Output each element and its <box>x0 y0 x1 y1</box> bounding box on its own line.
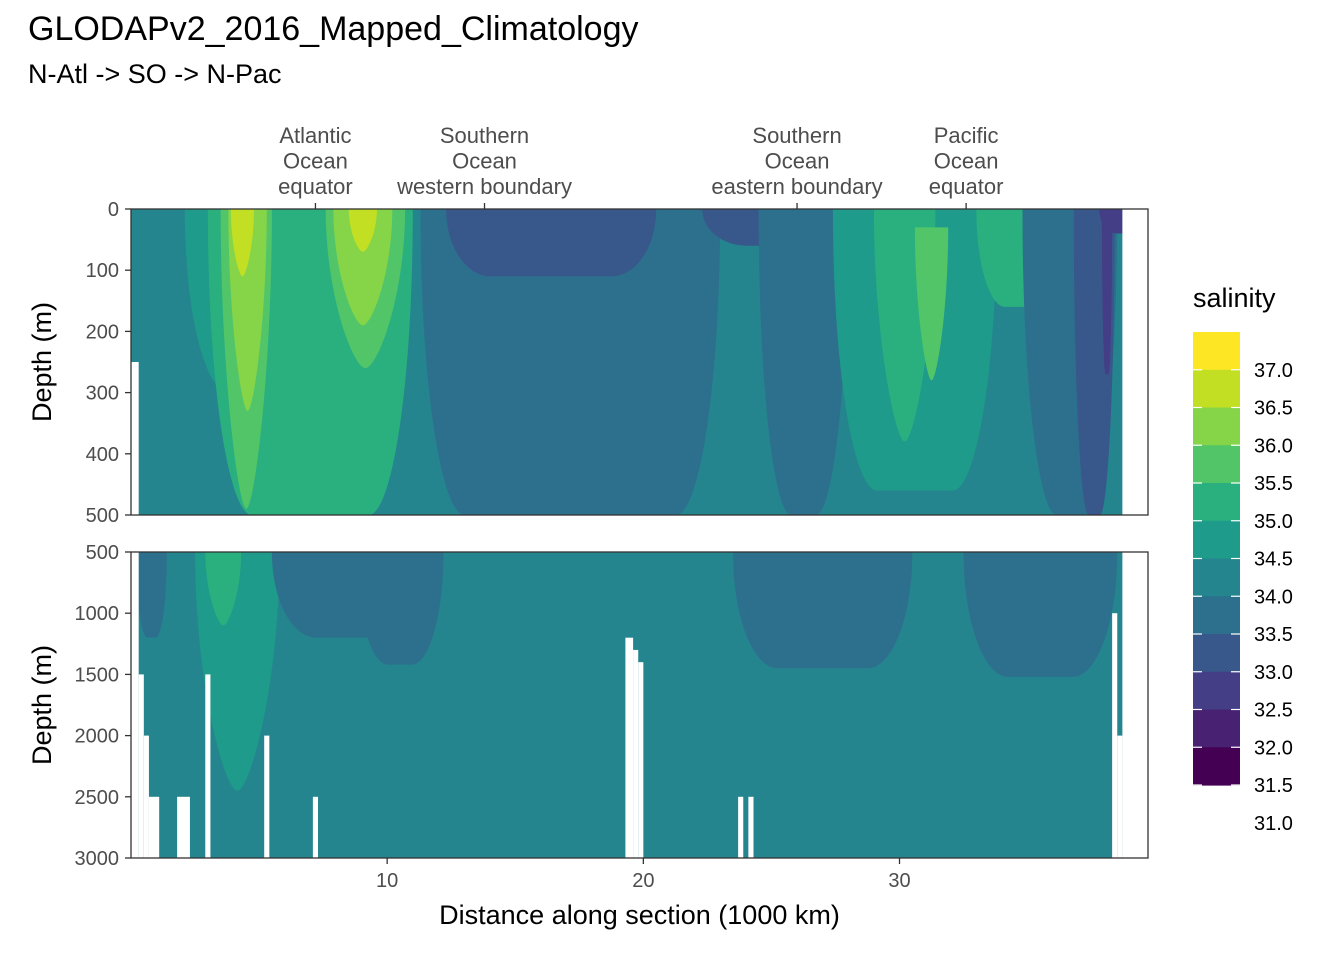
x-tick-label: 20 <box>632 870 654 892</box>
y-tick-label: 3000 <box>75 848 120 870</box>
salinity-contour-region <box>348 209 377 252</box>
page-title: GLODAPv2_2016_Mapped_Climatology <box>28 10 639 48</box>
legend-break-label: 34.0 <box>1254 586 1293 608</box>
no-data-column <box>143 735 149 858</box>
legend-color-swatch <box>1193 634 1240 673</box>
legend-break-label: 35.0 <box>1254 511 1293 533</box>
y-tick-label: 500 <box>86 505 119 527</box>
legend-color-swatch <box>1193 671 1240 711</box>
y-tick-label: 1500 <box>75 664 120 686</box>
x-tick-label: 10 <box>376 870 398 892</box>
y-tick-label: 200 <box>86 321 119 343</box>
legend-color-swatch <box>1193 445 1240 484</box>
salinity-contour-region <box>333 209 393 326</box>
no-data-column <box>131 362 139 515</box>
legend-color-swatch <box>1193 407 1240 446</box>
legend-color-swatch <box>1193 558 1240 597</box>
x-tick-label: 30 <box>888 870 910 892</box>
no-data-column <box>264 735 270 858</box>
y-tick-label: 500 <box>86 542 119 564</box>
no-data-column <box>312 796 319 858</box>
no-data-column <box>138 674 144 858</box>
legend-break-label: 34.5 <box>1254 549 1293 571</box>
top-annotation-label: western boundary <box>396 174 572 199</box>
page-subtitle: N-Atl -> SO -> N-Pac <box>28 59 282 89</box>
legend-break-label: 32.0 <box>1254 737 1293 759</box>
x-axis-title: Distance along section (1000 km) <box>439 900 840 930</box>
salinity-contour-region <box>733 552 913 669</box>
y-tick-label: 1000 <box>75 603 120 625</box>
salinity-contour-region <box>420 209 721 515</box>
legend-break-label: 32.5 <box>1254 700 1293 722</box>
salinity-contour-region <box>1101 209 1113 375</box>
legend-break-label: 35.5 <box>1254 473 1293 495</box>
legend-color-swatch <box>1193 483 1240 522</box>
salinity-contour-region <box>758 209 849 515</box>
panel-upper-plot <box>131 209 1148 515</box>
y-tick-label: 2500 <box>75 787 120 809</box>
panel-border <box>130 208 1149 516</box>
no-data-column <box>1127 552 1148 858</box>
salinity-contour-region <box>356 552 444 665</box>
no-data-column <box>738 796 744 858</box>
no-data-column <box>205 674 211 858</box>
y-tick-label: 0 <box>108 199 119 221</box>
salinity-contour-region <box>136 552 167 638</box>
salinity-contour-region <box>914 227 949 381</box>
no-data-column <box>1117 735 1123 858</box>
salinity-contour-region <box>230 209 254 277</box>
legend-break-label: 37.0 <box>1254 360 1293 382</box>
top-annotation-label: Atlantic <box>279 123 351 148</box>
panel-lower-plot <box>131 552 1148 858</box>
legend-title: salinity <box>1193 283 1276 313</box>
legend-color-swatch <box>1193 596 1240 635</box>
salinity-contour-region <box>963 552 1118 677</box>
no-data-column <box>131 552 139 858</box>
no-data-column <box>1112 613 1118 858</box>
no-data-column <box>148 796 160 858</box>
salinity-contour-region <box>446 209 657 277</box>
no-data-column <box>177 796 190 858</box>
y-axis-title: Depth (m) <box>27 645 57 765</box>
top-annotation-label: eastern boundary <box>711 174 882 199</box>
legend-break-label: 36.0 <box>1254 435 1293 457</box>
legend-break-label: 31.0 <box>1254 813 1293 835</box>
no-data-column <box>748 796 754 858</box>
y-axis-title: Depth (m) <box>27 302 57 422</box>
legend-break-label: 36.5 <box>1254 398 1293 420</box>
legend-color-swatch <box>1193 747 1240 786</box>
no-data-column <box>638 662 644 858</box>
salinity-contour-region <box>205 552 242 626</box>
panel-border <box>130 551 1149 859</box>
top-annotation-label: Ocean <box>934 149 999 174</box>
top-annotation-label: equator <box>278 174 353 199</box>
legend-color-swatch <box>1193 520 1240 560</box>
y-tick-label: 400 <box>86 444 119 466</box>
top-annotation-label: Southern <box>752 123 841 148</box>
no-data-column <box>625 637 634 858</box>
legend-color-swatch <box>1193 709 1240 748</box>
no-data-column <box>633 649 639 858</box>
y-tick-label: 300 <box>86 383 119 405</box>
top-annotation-label: Southern <box>440 123 529 148</box>
legend-color-swatch <box>1193 332 1240 371</box>
no-data-column <box>1127 209 1148 515</box>
y-tick-label: 100 <box>86 260 119 282</box>
legend-color-swatch <box>1193 369 1240 409</box>
legend-break-label: 33.5 <box>1254 624 1293 646</box>
top-annotation-label: equator <box>929 174 1004 199</box>
top-annotation-label: Ocean <box>765 149 830 174</box>
top-annotation-label: Pacific <box>934 123 999 148</box>
top-annotation-label: Ocean <box>452 149 517 174</box>
top-annotation-label: Ocean <box>283 149 348 174</box>
y-tick-label: 2000 <box>75 726 120 748</box>
legend-break-label: 33.0 <box>1254 662 1293 684</box>
legend-break-label: 31.5 <box>1254 775 1293 797</box>
